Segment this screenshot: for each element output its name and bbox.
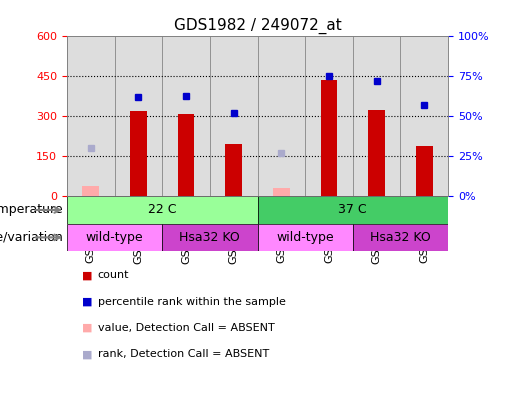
Bar [258,196,448,224]
Text: Hsa32 KO: Hsa32 KO [180,231,240,244]
Title: GDS1982 / 249072_at: GDS1982 / 249072_at [174,17,341,34]
Bar [178,114,194,196]
Text: percentile rank within the sample: percentile rank within the sample [98,297,286,307]
Bar [368,110,385,196]
Text: rank, Detection Call = ABSENT: rank, Detection Call = ABSENT [98,350,269,359]
Bar [353,36,401,196]
Bar [162,224,258,251]
Bar [114,36,162,196]
Text: value, Detection Call = ABSENT: value, Detection Call = ABSENT [98,323,274,333]
Bar [258,36,305,196]
Text: count: count [98,271,129,280]
Text: ■: ■ [82,271,93,280]
Text: wild-type: wild-type [277,231,334,244]
Text: genotype/variation: genotype/variation [0,231,63,244]
Bar [67,196,258,224]
Bar [353,224,448,251]
Bar [416,146,433,196]
Bar [162,36,210,196]
Text: 22 C: 22 C [148,203,177,217]
Text: temperature: temperature [0,203,63,217]
Bar [226,144,242,196]
Bar [67,224,162,251]
Bar [305,36,353,196]
Text: wild-type: wild-type [86,231,143,244]
Bar [401,36,448,196]
Bar [67,36,115,196]
Bar [130,111,147,196]
Text: Hsa32 KO: Hsa32 KO [370,231,431,244]
Text: ■: ■ [82,297,93,307]
Bar [273,188,289,196]
Bar [210,36,258,196]
Text: ■: ■ [82,323,93,333]
Bar [258,224,353,251]
Bar [321,81,337,196]
Bar [82,185,99,196]
Text: ■: ■ [82,350,93,359]
Text: 37 C: 37 C [338,203,367,217]
